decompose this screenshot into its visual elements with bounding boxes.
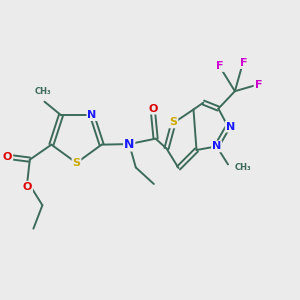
Text: O: O <box>23 182 32 192</box>
Text: F: F <box>254 80 262 90</box>
Text: N: N <box>124 138 134 151</box>
Text: S: S <box>169 117 177 128</box>
Text: N: N <box>87 110 97 120</box>
Text: F: F <box>216 61 224 71</box>
Text: S: S <box>73 158 80 168</box>
Text: N: N <box>212 141 221 152</box>
Text: N: N <box>226 122 235 132</box>
Text: O: O <box>3 152 12 162</box>
Text: CH₃: CH₃ <box>235 164 251 172</box>
Text: F: F <box>240 58 248 68</box>
Text: O: O <box>148 104 158 114</box>
Text: CH₃: CH₃ <box>35 87 51 96</box>
